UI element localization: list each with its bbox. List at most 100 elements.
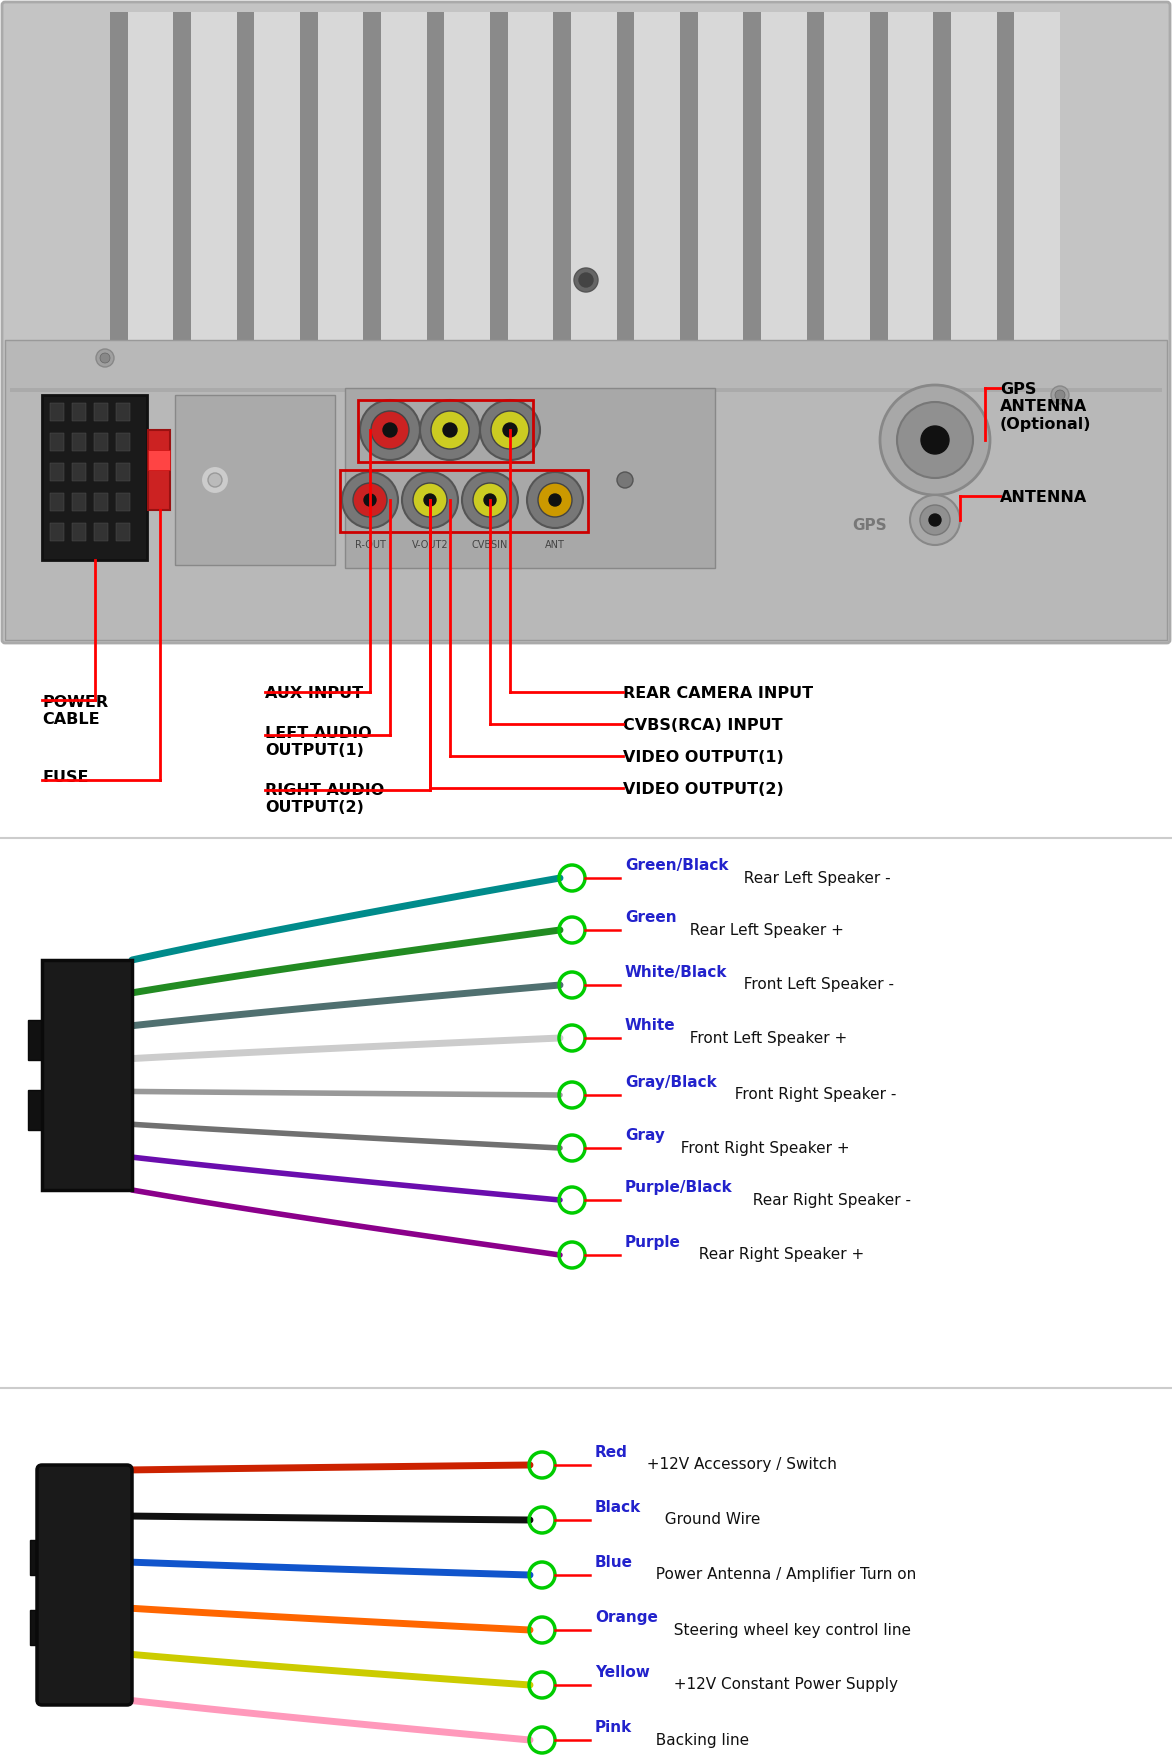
- Text: V-OUT2: V-OUT2: [411, 540, 449, 550]
- Bar: [71, 432, 86, 452]
- Text: Gray/Black: Gray/Black: [625, 1074, 717, 1090]
- Circle shape: [920, 505, 950, 534]
- Text: Green/Black: Green/Black: [625, 857, 729, 873]
- Circle shape: [616, 473, 633, 489]
- Bar: [571, 12, 616, 340]
- Text: Steering wheel key control line: Steering wheel key control line: [665, 1623, 911, 1637]
- Circle shape: [921, 425, 949, 453]
- Bar: [116, 492, 130, 512]
- FancyBboxPatch shape: [2, 2, 1170, 644]
- Bar: [1015, 12, 1059, 340]
- Bar: [148, 450, 170, 469]
- Circle shape: [909, 496, 960, 545]
- Bar: [173, 12, 191, 340]
- Circle shape: [96, 349, 114, 367]
- Text: RIGHT AUDIO
OUTPUT(2): RIGHT AUDIO OUTPUT(2): [265, 783, 384, 815]
- Bar: [71, 522, 86, 542]
- Bar: [254, 12, 300, 340]
- Bar: [116, 522, 130, 542]
- Circle shape: [897, 402, 973, 478]
- Text: Rear Left Speaker -: Rear Left Speaker -: [734, 870, 891, 886]
- Bar: [363, 12, 381, 340]
- Bar: [116, 402, 130, 422]
- Text: White: White: [625, 1018, 675, 1034]
- Bar: [94, 462, 108, 482]
- Circle shape: [880, 385, 990, 496]
- Circle shape: [527, 473, 582, 527]
- Bar: [553, 12, 571, 340]
- Text: +12V Accessory / Switch: +12V Accessory / Switch: [638, 1457, 837, 1473]
- Text: Front Left Speaker +: Front Left Speaker +: [680, 1030, 847, 1046]
- Bar: [30, 1611, 42, 1646]
- Text: Pink: Pink: [595, 1720, 632, 1736]
- Bar: [490, 12, 507, 340]
- Bar: [71, 462, 86, 482]
- Circle shape: [420, 400, 481, 460]
- Circle shape: [402, 473, 458, 527]
- Text: REAR CAMERA INPUT: REAR CAMERA INPUT: [624, 686, 813, 700]
- Circle shape: [431, 411, 469, 450]
- Circle shape: [503, 423, 517, 437]
- Text: White/Black: White/Black: [625, 965, 728, 981]
- Text: GPS: GPS: [853, 519, 887, 533]
- Bar: [933, 12, 950, 340]
- Bar: [71, 492, 86, 512]
- Text: Black: Black: [595, 1499, 641, 1515]
- Text: LEFT AUDIO
OUTPUT(1): LEFT AUDIO OUTPUT(1): [265, 727, 372, 759]
- Bar: [94, 432, 108, 452]
- Bar: [191, 12, 237, 340]
- Bar: [50, 402, 64, 422]
- Text: Front Right Speaker -: Front Right Speaker -: [725, 1087, 897, 1102]
- Text: VIDEO OUTPUT(1): VIDEO OUTPUT(1): [624, 750, 784, 766]
- Circle shape: [1051, 386, 1069, 404]
- Circle shape: [574, 268, 598, 293]
- Bar: [427, 12, 444, 340]
- Bar: [318, 12, 363, 340]
- Text: Green: Green: [625, 910, 676, 924]
- Bar: [0, 1390, 1172, 1764]
- Bar: [0, 840, 1172, 1379]
- Bar: [50, 432, 64, 452]
- Bar: [616, 12, 634, 340]
- Text: Rear Left Speaker +: Rear Left Speaker +: [680, 923, 844, 937]
- Bar: [30, 1540, 42, 1575]
- Text: VIDEO OUTPUT(2): VIDEO OUTPUT(2): [624, 781, 784, 797]
- Circle shape: [383, 423, 397, 437]
- Text: Rear Right Speaker +: Rear Right Speaker +: [689, 1247, 864, 1263]
- Text: AUX INPUT: AUX INPUT: [265, 686, 363, 700]
- Text: Gray: Gray: [625, 1127, 665, 1143]
- Bar: [870, 12, 887, 340]
- Text: Purple/Black: Purple/Black: [625, 1180, 732, 1194]
- Bar: [824, 12, 870, 340]
- Bar: [237, 12, 254, 340]
- Bar: [42, 960, 132, 1191]
- Bar: [634, 12, 680, 340]
- Circle shape: [1055, 390, 1065, 400]
- Bar: [50, 522, 64, 542]
- Bar: [11, 388, 1161, 392]
- Circle shape: [413, 483, 447, 517]
- Bar: [42, 395, 146, 559]
- Bar: [806, 12, 824, 340]
- Bar: [680, 12, 697, 340]
- Bar: [110, 12, 128, 340]
- Text: Front Right Speaker +: Front Right Speaker +: [672, 1141, 850, 1155]
- Circle shape: [100, 469, 110, 480]
- Bar: [697, 12, 743, 340]
- Bar: [71, 402, 86, 422]
- Circle shape: [100, 353, 110, 363]
- Bar: [743, 12, 761, 340]
- Circle shape: [202, 466, 229, 494]
- Text: Front Left Speaker -: Front Left Speaker -: [734, 977, 894, 993]
- Text: Power Antenna / Amplifier Turn on: Power Antenna / Amplifier Turn on: [646, 1568, 917, 1582]
- Bar: [950, 12, 996, 340]
- Circle shape: [443, 423, 457, 437]
- Circle shape: [364, 494, 376, 506]
- Bar: [345, 388, 715, 568]
- Bar: [148, 430, 170, 510]
- Text: GPS
ANTENNA
(Optional): GPS ANTENNA (Optional): [1000, 383, 1091, 432]
- Circle shape: [96, 466, 114, 483]
- Bar: [28, 1020, 42, 1060]
- Circle shape: [342, 473, 398, 527]
- Circle shape: [484, 494, 496, 506]
